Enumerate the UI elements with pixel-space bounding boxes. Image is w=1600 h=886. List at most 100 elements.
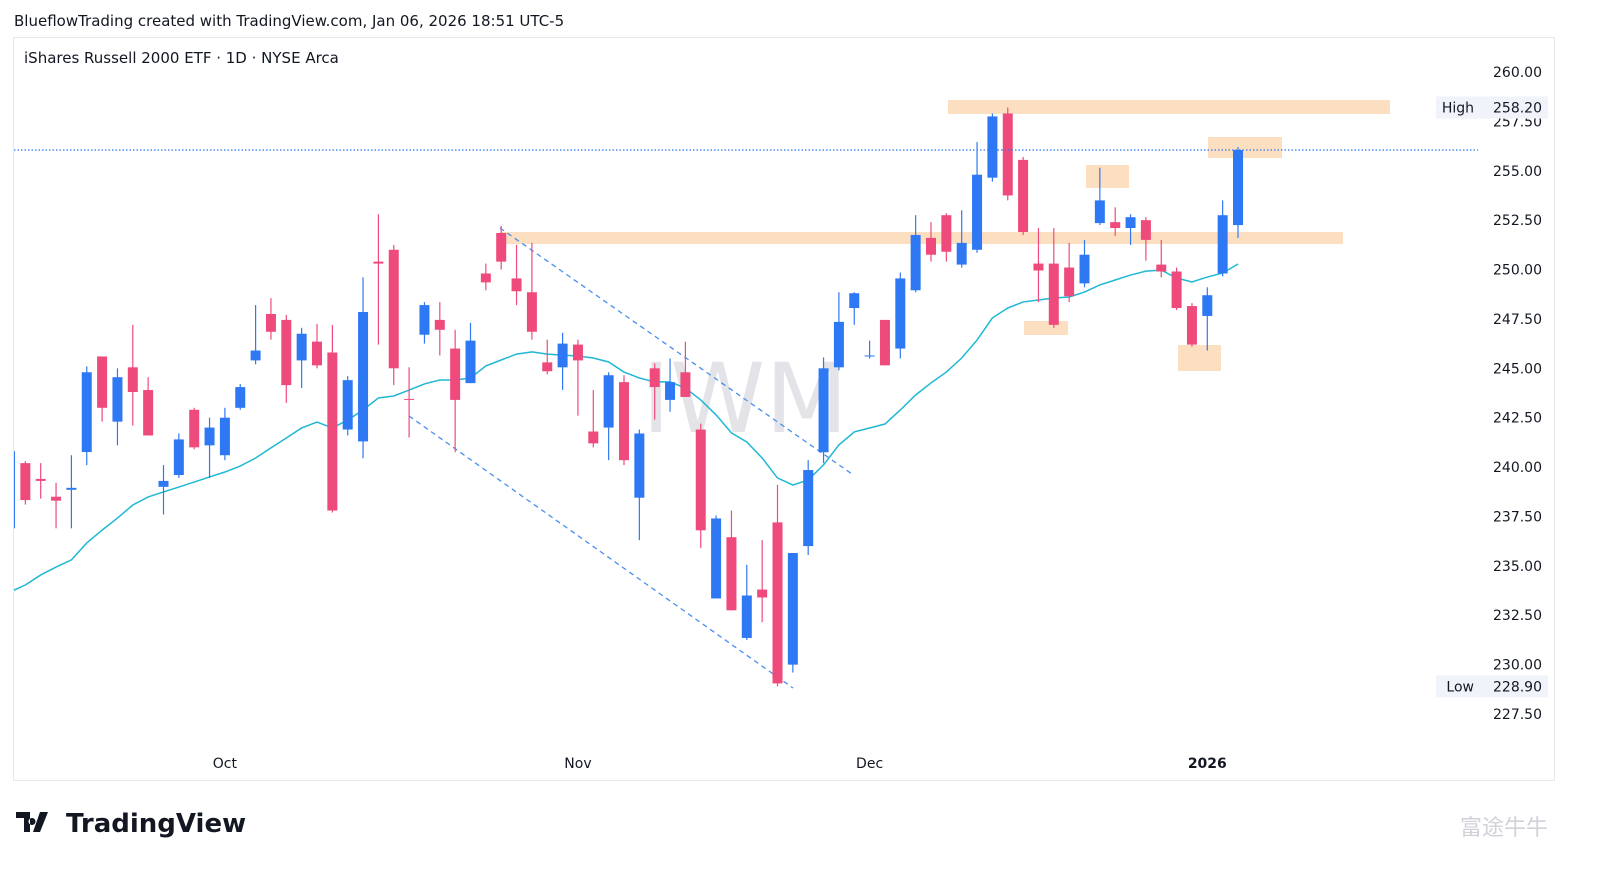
candle-body <box>864 355 875 357</box>
candle-body <box>1171 271 1182 309</box>
candle-body <box>833 321 844 368</box>
candle-body <box>404 398 415 400</box>
candle-body <box>680 372 691 397</box>
candle-body <box>158 480 169 487</box>
zone <box>500 232 1343 244</box>
y-tick-label: 260.00 <box>1493 65 1542 81</box>
candle-body <box>649 368 660 388</box>
y-tick-label: 242.50 <box>1493 411 1542 427</box>
candle-body <box>849 293 860 309</box>
zone <box>1208 137 1282 158</box>
candle-body <box>634 433 645 498</box>
y-tick-label: 227.50 <box>1493 707 1542 723</box>
candle-body <box>987 116 998 178</box>
candle-body <box>803 470 814 547</box>
brand-watermark: 富途牛牛 <box>1460 816 1548 841</box>
candle-body <box>1033 263 1044 271</box>
candle-body <box>588 431 599 444</box>
candle-body <box>97 356 108 408</box>
candle-body <box>388 249 399 369</box>
y-tick-label: 235.00 <box>1493 559 1542 575</box>
candle-body <box>327 352 338 511</box>
x-tick-label: Nov <box>564 756 591 772</box>
price-marker-name: Low <box>1446 679 1474 695</box>
price-marker-label: 228.90 <box>1493 679 1542 695</box>
candle-body <box>235 387 246 408</box>
chart-frame <box>13 37 1555 781</box>
candle-body <box>465 340 476 384</box>
candle-body <box>695 429 706 531</box>
candle-body <box>1217 215 1228 274</box>
price-marker <box>1436 675 1548 698</box>
y-tick-label: 245.00 <box>1493 361 1542 377</box>
candle-body <box>557 343 568 368</box>
y-tick-label: 252.50 <box>1493 213 1542 229</box>
zone <box>1024 321 1068 335</box>
candle-body <box>741 595 752 638</box>
candle-body <box>910 234 921 291</box>
candle-body <box>450 348 461 400</box>
candle-body <box>757 589 768 598</box>
zone <box>948 100 1390 114</box>
y-tick-label: 232.50 <box>1493 608 1542 624</box>
candle-body <box>1110 222 1121 229</box>
candle-body <box>20 463 31 501</box>
price-marker-label: 258.20 <box>1493 101 1542 117</box>
trend-line <box>408 415 794 689</box>
candle-body <box>972 174 983 250</box>
price-marker <box>1436 96 1548 119</box>
y-tick-label: 247.50 <box>1493 312 1542 328</box>
tv-logo <box>16 812 48 832</box>
candle-body <box>204 427 215 446</box>
moving-average <box>14 263 1239 591</box>
y-tick-label: 237.50 <box>1493 509 1542 525</box>
candle-body <box>1048 263 1059 325</box>
candle-body <box>572 344 583 361</box>
brand: TradingView <box>66 809 246 839</box>
candle-body <box>1140 220 1151 240</box>
candle-body <box>35 478 46 481</box>
x-tick-label: 2026 <box>1188 756 1227 772</box>
candle-body <box>250 350 261 361</box>
price-marker-name: High <box>1442 101 1474 117</box>
candle-body <box>1125 217 1136 229</box>
candle-body <box>312 341 322 366</box>
candle-body <box>526 292 537 332</box>
candle-body <box>189 409 200 448</box>
candle-body <box>480 273 491 283</box>
y-tick-label: 255.00 <box>1493 164 1542 180</box>
candle-body <box>1064 267 1075 297</box>
candle-body <box>14 451 15 529</box>
candle-body <box>173 439 184 475</box>
candle-body <box>265 313 276 332</box>
candle-body <box>66 487 77 490</box>
candle-body <box>941 215 952 252</box>
zone <box>1178 345 1221 371</box>
zones <box>500 100 1390 371</box>
candle-body <box>926 237 936 255</box>
plot-area <box>14 107 1243 687</box>
candle-body <box>281 319 292 386</box>
candle-body <box>1156 264 1167 272</box>
candle-body <box>373 261 384 264</box>
y-tick-label: 250.00 <box>1493 263 1542 279</box>
candle-body <box>787 553 798 665</box>
candle-body <box>542 362 553 372</box>
x-tick-label: Dec <box>856 756 883 772</box>
candle-body <box>619 382 629 461</box>
candle-body <box>1186 306 1197 345</box>
candle-body <box>1018 159 1029 232</box>
candle-body <box>772 522 783 684</box>
candle-body <box>1233 150 1243 226</box>
candle-body <box>818 368 829 453</box>
candle-body <box>127 367 138 393</box>
candle-body <box>219 417 230 456</box>
candle-body <box>895 278 906 349</box>
candle-body <box>1094 200 1105 224</box>
candle-body <box>51 496 62 501</box>
candle-body <box>711 518 722 599</box>
candle-body <box>956 242 967 265</box>
candle-body <box>342 380 353 430</box>
